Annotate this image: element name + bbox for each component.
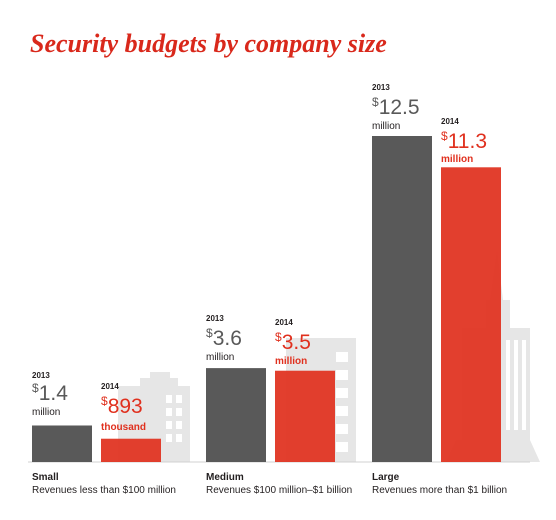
amount-large-2014: 11.3 (448, 130, 487, 153)
bar-small-2013 (32, 425, 92, 462)
category-label-large: Large (372, 472, 400, 483)
category-description-small: Revenues less than $100 million (32, 485, 176, 496)
bars (32, 136, 501, 462)
value-labels: 2013 $1.4 million 2014 $893 thousand 201… (32, 83, 487, 433)
category-labels: Small Revenues less than $100 million Me… (32, 472, 507, 496)
bar-medium-2013 (206, 368, 266, 462)
year-label-small-2013: 2013 (32, 371, 50, 380)
currency-large-2013: $ (372, 95, 379, 109)
bar-large-2013 (372, 136, 432, 462)
year-label-large-2014: 2014 (441, 117, 459, 126)
currency-large-2014: $ (441, 129, 448, 143)
currency-small-2014: $ (101, 394, 108, 408)
value-label-small-2013: $1.4 (32, 381, 68, 405)
year-label-small-2014: 2014 (101, 382, 119, 391)
value-label-medium-2014: $3.5 (275, 330, 311, 354)
unit-large-2013: million (372, 121, 400, 132)
amount-medium-2013: 3.6 (213, 327, 242, 350)
unit-small-2014: thousand (101, 422, 146, 433)
amount-small-2013: 1.4 (39, 382, 69, 405)
value-label-large-2013: $12.5 (372, 95, 420, 119)
currency-medium-2014: $ (275, 330, 282, 344)
bar-small-2014 (101, 438, 161, 462)
currency-medium-2013: $ (206, 326, 213, 340)
unit-small-2013: million (32, 407, 60, 418)
amount-small-2014: 893 (108, 395, 143, 418)
amount-medium-2014: 3.5 (282, 331, 311, 354)
category-description-large: Revenues more than $1 billion (372, 485, 507, 496)
chart-title: Security budgets by company size (30, 29, 387, 58)
currency-small-2013: $ (32, 381, 39, 395)
bar-large-2014 (441, 167, 501, 462)
year-label-medium-2014: 2014 (275, 318, 293, 327)
unit-large-2014: million (441, 154, 473, 165)
bar-medium-2014 (275, 370, 335, 462)
value-label-large-2014: $11.3 (441, 129, 487, 153)
year-label-medium-2013: 2013 (206, 314, 224, 323)
category-label-medium: Medium (206, 472, 244, 483)
category-label-small: Small (32, 472, 59, 483)
year-label-large-2013: 2013 (372, 83, 390, 92)
value-label-medium-2013: $3.6 (206, 326, 242, 350)
unit-medium-2013: million (206, 352, 234, 363)
category-description-medium: Revenues $100 million–$1 billion (206, 485, 352, 496)
unit-medium-2014: million (275, 356, 307, 367)
value-label-small-2014: $893 (101, 394, 143, 418)
amount-large-2013: 12.5 (379, 96, 420, 119)
